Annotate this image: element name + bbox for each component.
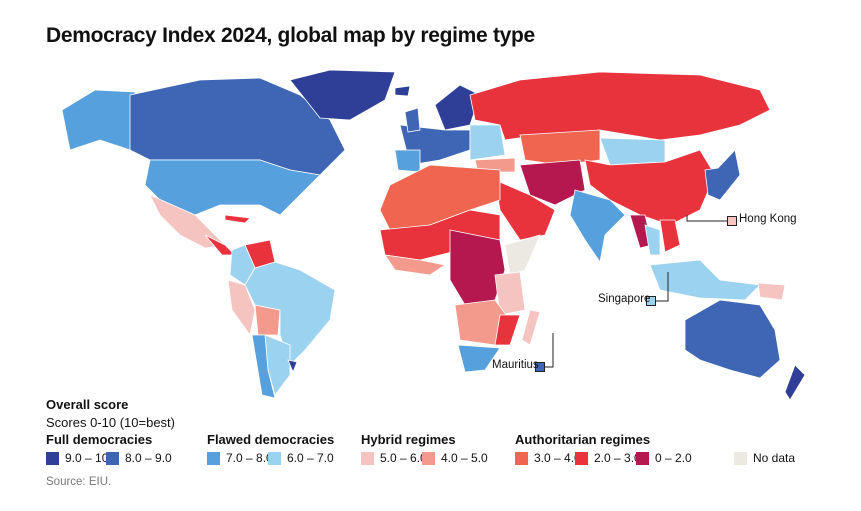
legend-category-hybrid: Hybrid regimes	[361, 432, 456, 447]
legend-item: 5.0 – 6.0	[361, 451, 427, 465]
region-greenland	[289, 69, 396, 121]
legend-swatch	[46, 451, 59, 465]
mauritius-leader	[544, 333, 554, 368]
legend-item: 7.0 – 8.0	[207, 451, 273, 465]
region-uruguay	[287, 359, 298, 374]
region-iceland	[394, 85, 411, 97]
legend-subtitle: Scores 0-10 (10=best)	[46, 415, 175, 430]
legend-label: 0 – 2.0	[655, 451, 692, 465]
region-brazil	[244, 261, 336, 366]
hong-kong-label: Hong Kong	[739, 213, 797, 225]
region-peru	[227, 279, 256, 336]
legend-item: 9.0 – 10.0	[46, 451, 118, 465]
region-china	[584, 149, 716, 226]
legend-label: 6.0 – 7.0	[287, 451, 334, 465]
region-horn	[504, 234, 541, 276]
region-central-africa	[449, 229, 506, 306]
region-australia	[684, 299, 781, 379]
region-vietnam	[659, 219, 681, 253]
region-new-zealand	[784, 364, 806, 401]
hong-kong-leader	[686, 215, 727, 222]
region-east-africa	[494, 271, 526, 316]
region-iran-afghanistan	[519, 159, 586, 206]
region-usa	[144, 159, 321, 216]
legend-label: 9.0 – 10.0	[65, 451, 119, 465]
legend-swatch	[734, 451, 747, 465]
region-kazakhstan	[519, 129, 601, 166]
page-title: Democracy Index 2024, global map by regi…	[46, 24, 535, 47]
legend-swatch	[575, 451, 588, 465]
legend-item: 8.0 – 9.0	[106, 451, 172, 465]
region-indonesia	[649, 259, 761, 301]
region-madagascar	[521, 309, 541, 346]
region-south-africa	[457, 344, 501, 373]
region-india	[569, 189, 626, 264]
legend-label: No data	[753, 451, 796, 465]
legend-swatch	[422, 451, 435, 465]
legend-swatch	[636, 451, 649, 465]
region-arabia	[494, 179, 556, 241]
hong-kong-swatch	[727, 216, 737, 226]
singapore-leader	[655, 272, 669, 302]
region-korea-japan	[704, 149, 741, 201]
legend-label: 2.0 – 3.0	[594, 451, 641, 465]
mauritius-label: Mauritius	[492, 359, 539, 371]
singapore-swatch	[646, 296, 656, 306]
legend-item: 6.0 – 7.0	[268, 451, 334, 465]
region-iberia	[394, 149, 421, 173]
region-png	[757, 282, 786, 301]
region-canada	[129, 77, 346, 176]
legend-swatch	[207, 451, 220, 465]
region-uk	[404, 107, 421, 133]
legend-item-no-data: No data	[734, 451, 795, 465]
legend-label: 8.0 – 9.0	[125, 451, 172, 465]
region-eastern-europe	[469, 124, 506, 161]
region-alaska	[61, 89, 136, 151]
region-cuba	[224, 214, 251, 224]
region-russia	[469, 71, 771, 141]
legend-category-full: Full democracies	[46, 432, 153, 447]
legend-label: 7.0 – 8.0	[226, 451, 273, 465]
legend-item: 4.0 – 5.0	[422, 451, 488, 465]
region-chile	[251, 334, 276, 399]
mauritius-swatch	[535, 362, 545, 372]
legend-title: Overall score	[46, 397, 129, 412]
singapore-label: Singapore	[598, 293, 651, 305]
legend-swatch	[361, 451, 374, 465]
legend-label: 3.0 – 4.0	[534, 451, 581, 465]
legend-swatch	[106, 451, 119, 465]
legend-item: 3.0 – 4.0	[515, 451, 581, 465]
legend-category-authoritarian: Authoritarian regimes	[515, 432, 651, 447]
legend-swatch	[515, 451, 528, 465]
region-west-africa	[384, 254, 447, 276]
legend-label: 4.0 – 5.0	[441, 451, 488, 465]
source-note: Source: EIU.	[46, 476, 112, 488]
legend-label: 5.0 – 6.0	[380, 451, 427, 465]
legend-swatch	[268, 451, 281, 465]
region-mozambique	[494, 314, 521, 346]
legend-item: 2.0 – 3.0	[575, 451, 641, 465]
legend-category-flawed: Flawed democracies	[207, 432, 335, 447]
legend-item: 0 – 2.0	[636, 451, 692, 465]
region-thailand	[644, 224, 661, 256]
region-mongolia	[599, 137, 666, 166]
